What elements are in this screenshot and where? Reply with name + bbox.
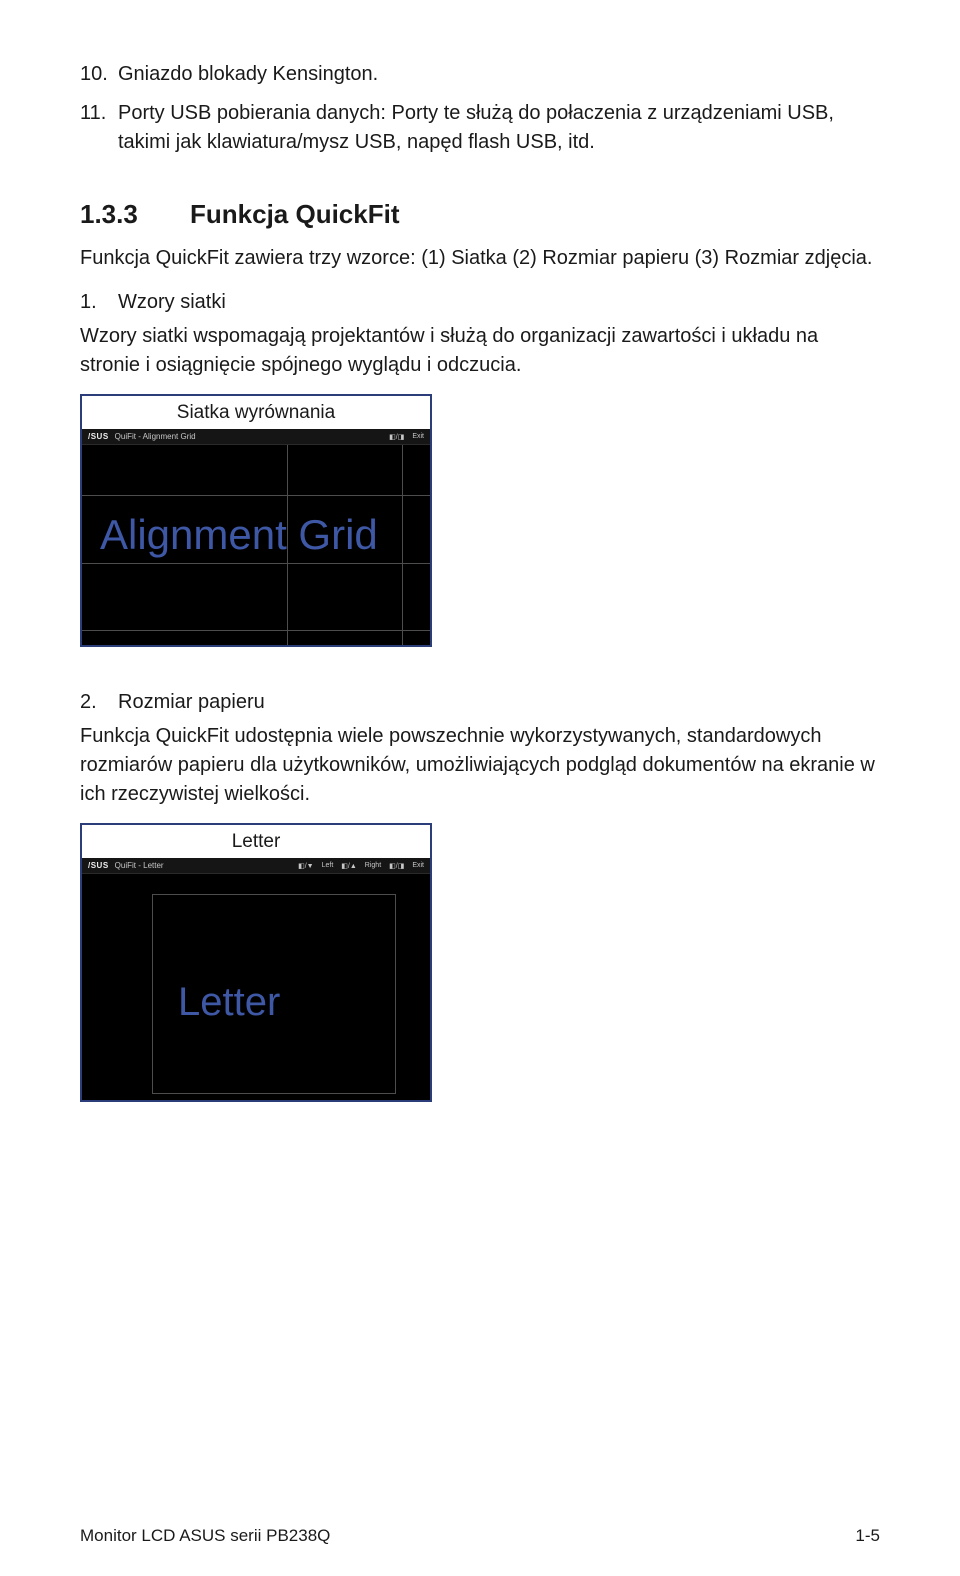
document-page: 10. Gniazdo blokady Kensington. 11. Port…: [0, 0, 960, 1576]
section-heading: 1.3.3 Funkcja QuickFit: [80, 199, 880, 230]
osd-bar: /SUS QuiFit - Letter ◧/▼ Left ◧/▲ Right …: [82, 858, 430, 874]
sub-title: Wzory siatki: [118, 291, 880, 314]
sub-title: Rozmiar papieru: [118, 691, 880, 714]
grid-hline: [82, 630, 430, 631]
figure-label: Letter: [82, 831, 430, 853]
osd-exit-label: Exit: [412, 433, 424, 441]
footer-right: 1-5: [855, 1526, 880, 1546]
alignment-grid-body: Alignment Grid: [82, 445, 430, 645]
letter-body: Letter: [82, 874, 430, 1100]
alignment-overlay-text: Alignment Grid: [100, 511, 378, 559]
section-title: Funkcja QuickFit: [190, 199, 400, 230]
section-number: 1.3.3: [80, 199, 190, 230]
list-item-10: 10. Gniazdo blokady Kensington.: [80, 60, 880, 89]
osd-title: QuiFit - Alignment Grid: [115, 432, 196, 441]
sub-number: 2.: [80, 691, 118, 714]
osd-exit-icon: ◧/◨: [389, 433, 404, 441]
grid-vline: [402, 445, 403, 645]
osd-screen-letter: /SUS QuiFit - Letter ◧/▼ Left ◧/▲ Right …: [82, 858, 430, 1100]
osd-bar: /SUS QuiFit - Alignment Grid ◧/◨ Exit: [82, 429, 430, 445]
osd-exit-label: Exit: [412, 862, 424, 870]
osd-left-label: Left: [322, 862, 334, 870]
figure-label: Siatka wyrównania: [82, 402, 430, 424]
osd-nav-icon: ◧/▼: [298, 862, 314, 870]
footer-left: Monitor LCD ASUS serii PB238Q: [80, 1526, 330, 1546]
asus-logo-icon: /SUS: [88, 432, 109, 441]
figure-alignment-grid: Siatka wyrównania /SUS QuiFit - Alignmen…: [80, 394, 432, 647]
list-number: 10.: [80, 60, 118, 89]
list-number: 11.: [80, 99, 118, 157]
list-text: Gniazdo blokady Kensington.: [118, 60, 880, 89]
grid-hline: [82, 495, 430, 496]
osd-nav-icon: ◧/▲: [341, 862, 357, 870]
figure-letter: Letter /SUS QuiFit - Letter ◧/▼ Left ◧/▲…: [80, 823, 432, 1102]
grid-hline: [82, 563, 430, 564]
letter-overlay-text: Letter: [178, 980, 280, 1025]
list-text: Porty USB pobierania danych: Porty te sł…: [118, 99, 880, 157]
section-intro: Funkcja QuickFit zawiera trzy wzorce: (1…: [80, 244, 880, 273]
page-footer: Monitor LCD ASUS serii PB238Q 1-5: [80, 1526, 880, 1546]
osd-title: QuiFit - Letter: [115, 861, 164, 870]
subsection-1-heading: 1. Wzory siatki: [80, 291, 880, 314]
osd-right-label: Right: [365, 862, 381, 870]
asus-logo-icon: /SUS: [88, 861, 109, 870]
list-item-11: 11. Porty USB pobierania danych: Porty t…: [80, 99, 880, 157]
sub-number: 1.: [80, 291, 118, 314]
osd-exit-icon: ◧/◨: [389, 862, 404, 870]
subsection-1-desc: Wzory siatki wspomagają projektantów i s…: [80, 322, 880, 380]
subsection-2-heading: 2. Rozmiar papieru: [80, 691, 880, 714]
subsection-2-desc: Funkcja QuickFit udostępnia wiele powsze…: [80, 722, 880, 809]
osd-screen-alignment: /SUS QuiFit - Alignment Grid ◧/◨ Exit Al…: [82, 429, 430, 645]
